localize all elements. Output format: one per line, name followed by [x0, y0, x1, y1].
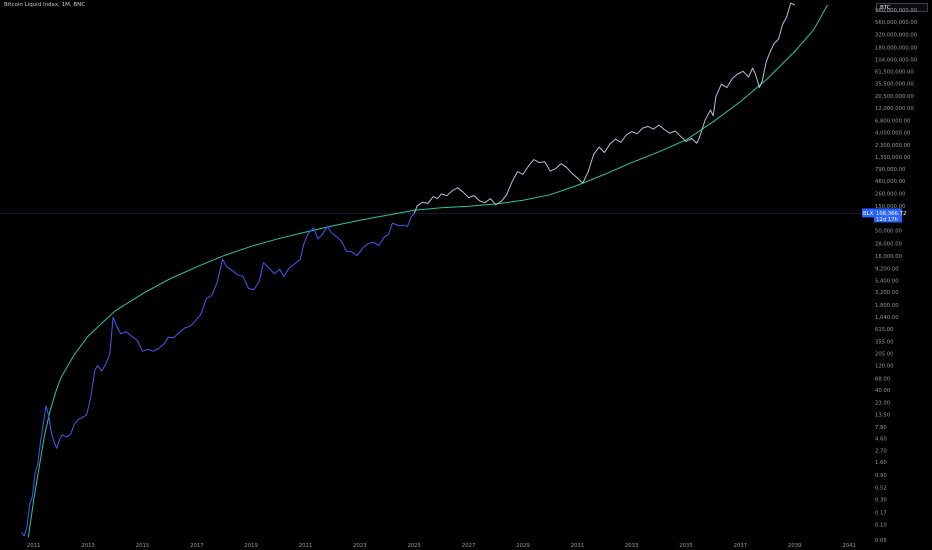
y-tick-label: 460,000.00 — [875, 179, 906, 185]
x-tick-label: 2021 — [299, 543, 312, 549]
y-tick-label: 790,000.00 — [875, 167, 906, 173]
y-tick-label: 6,800,000.00 — [875, 119, 911, 125]
y-tick-label: 12,000,000.00 — [875, 106, 914, 112]
chart-title: Bitcoin Liquid Index, 1M, BNC — [4, 2, 86, 8]
y-tick-label: 28,000.00 — [875, 242, 903, 248]
fitted-curve-layer — [27, 4, 828, 538]
x-tick-label: 2015 — [136, 543, 149, 549]
x-tick-label: 2011 — [27, 543, 40, 549]
x-tick-label: 2033 — [625, 543, 638, 549]
x-tick-label: 2035 — [679, 543, 692, 549]
y-tick-label: 4.60 — [875, 437, 887, 443]
y-tick-label: 1,040.00 — [875, 315, 899, 321]
x-axis[interactable]: 2011 2013 2015 2017 2019 2021 2023 2025 2027 2029… — [27, 543, 856, 549]
y-tick-label: 23.00 — [875, 401, 891, 407]
y-tick-label: 960,000,000.00 — [875, 8, 918, 14]
y-tick-label: 16,000.00 — [875, 254, 903, 260]
symbol-search-box[interactable]: BTC — [876, 3, 928, 12]
x-tick-label: 2037 — [734, 543, 747, 549]
y-tick-label: 180,000,000.00 — [875, 45, 918, 51]
x-tick-label: 2039 — [788, 543, 801, 549]
y-tick-label: 320,000,000.00 — [875, 32, 918, 38]
y-tick-label: 260,000.00 — [875, 192, 906, 198]
history-series-line — [21, 213, 415, 537]
y-tick-label: 7.80 — [875, 425, 887, 431]
y-tick-label: 120.00 — [875, 364, 894, 370]
badge-value-box — [874, 208, 902, 223]
y-tick-label: 205.00 — [875, 352, 894, 358]
y-tick-label: 5,400.00 — [875, 278, 899, 284]
y-tick-label: 0.05 — [875, 538, 887, 544]
x-tick-label: 2027 — [462, 543, 475, 549]
y-tick-label: 150,000.00 — [875, 204, 906, 210]
y-tick-label: 20,500,000.00 — [875, 94, 914, 100]
y-tick-label: 4,000,000.00 — [875, 130, 911, 136]
y-tick-label: 355.00 — [875, 339, 894, 345]
y-tick-label: 0.10 — [875, 522, 887, 528]
x-tick-label: 2019 — [244, 543, 257, 549]
y-tick-label: 615.00 — [875, 327, 894, 333]
y-tick-label: 68.00 — [875, 376, 891, 382]
y-tick-label: 3,200.00 — [875, 290, 899, 296]
y-tick-label: 560,000,000.00 — [875, 20, 918, 26]
badge-symbol: BLX — [863, 211, 874, 217]
badge-value: 108,366.72 — [876, 211, 906, 217]
x-tick-label: 2023 — [353, 543, 366, 549]
y-tick-label: 0.90 — [875, 473, 887, 479]
y-tick-label: 2,300,000.00 — [875, 143, 911, 149]
projection-series-line — [413, 2, 796, 214]
x-tick-label: 2029 — [516, 543, 529, 549]
x-tick-label: 2013 — [81, 543, 94, 549]
y-tick-label: 50,000.00 — [875, 229, 903, 235]
y-tick-label: 13.50 — [875, 412, 891, 418]
x-tick-label: 2025 — [408, 543, 421, 549]
fitted-curve-line — [27, 4, 828, 538]
badge-countdown: 12d 17h — [876, 217, 898, 223]
x-tick-label: 2041 — [842, 543, 855, 549]
y-tick-label: 61,500,000.00 — [875, 69, 914, 75]
y-tick-label: 104,000,000.00 — [875, 58, 918, 64]
x-tick-label: 2017 — [190, 543, 203, 549]
series-layer — [21, 2, 796, 537]
y-tick-label: 40.00 — [875, 388, 891, 394]
badge-symbol-box — [862, 208, 874, 218]
y-tick-label: 0.52 — [875, 485, 887, 491]
y-axis[interactable]: 960,000,000.00 560,000,000.00 320,000,000.… — [875, 8, 918, 544]
y-tick-label: 9,200.00 — [875, 266, 899, 272]
y-tick-label: 1,350,000.00 — [875, 155, 911, 161]
y-tick-label: 1.60 — [875, 460, 887, 466]
x-tick-label: 2031 — [571, 543, 584, 549]
y-tick-label: 2.70 — [875, 449, 887, 455]
y-tick-label: 0.17 — [875, 510, 887, 516]
y-tick-label: 1,800.00 — [875, 303, 899, 309]
y-tick-label: 0.30 — [875, 498, 887, 504]
y-tick-label: 35,500,000.00 — [875, 82, 914, 88]
